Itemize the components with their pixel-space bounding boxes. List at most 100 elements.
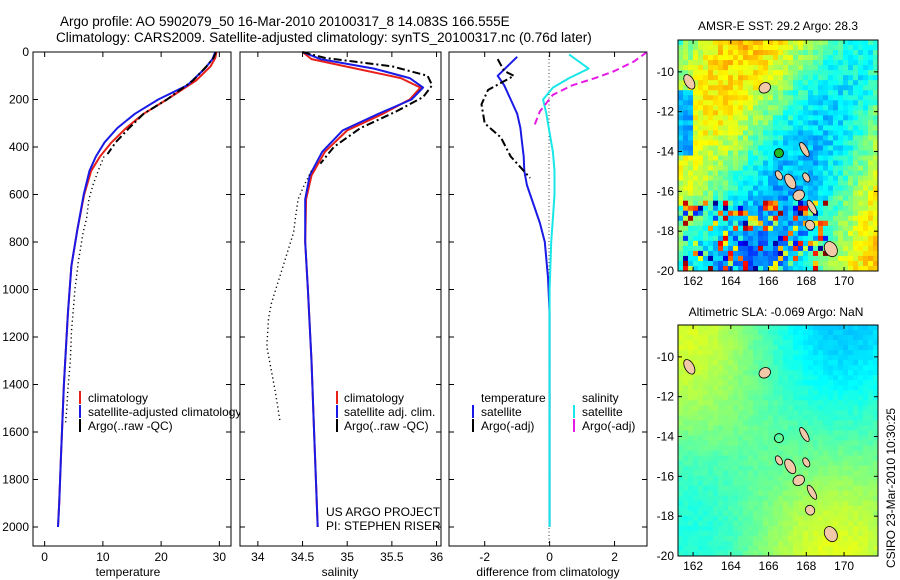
island-outline: [784, 458, 797, 475]
lat-tick-label: -16: [657, 469, 675, 483]
legend-temp-satellite: satellite: [481, 405, 522, 419]
lon-tick-label: 166: [759, 274, 779, 288]
legend-climatology: climatology: [88, 391, 148, 405]
lat-tick-label: -20: [657, 549, 675, 563]
temperature-series-1: [57, 51, 217, 528]
island-outline: [784, 173, 797, 190]
lat-tick-label: -18: [657, 224, 675, 238]
island-outline: [799, 427, 810, 443]
island-outline: [805, 504, 816, 516]
depth-tick-label: 1200: [2, 330, 29, 344]
x-tick-label: -2: [479, 550, 490, 564]
depth-tick-label: 600: [9, 188, 29, 202]
x-tick-label: 20: [154, 550, 168, 564]
lat-tick-label: -10: [657, 65, 675, 79]
island-outline: [792, 474, 805, 486]
island-outline: [792, 189, 805, 201]
depth-tick-label: 1800: [2, 473, 29, 487]
temperature-axis-label: temperature: [96, 565, 161, 579]
depth-tick-label: 1400: [2, 378, 29, 392]
x-tick-label: 0: [546, 550, 553, 564]
sst-map: AMSR-E SST: 29.2 Argo: 28.3 162 164 166 168…: [657, 19, 879, 288]
x-tick-label: 10: [96, 550, 110, 564]
legend-satellite-adj: satellite adj. clim.: [344, 405, 435, 419]
lat-tick-label: -14: [657, 430, 675, 444]
difference-axis-label: difference from climatology: [476, 565, 619, 579]
island-outline: [758, 82, 771, 94]
x-tick-label: 30: [213, 550, 227, 564]
legend-sal-satellite: satellite: [582, 405, 623, 419]
difference-series-2: [542, 53, 590, 527]
x-tick-label: 34.5: [291, 550, 315, 564]
temperature-panel: 0 10 20 30 0 200 400 600 800 1000 1200 1400 1600 1800…: [2, 45, 241, 579]
island-outline: [799, 142, 810, 158]
depth-tick-label: 2000: [2, 520, 29, 534]
salinity-axis-label: salinity: [322, 565, 359, 579]
lat-tick-label: -14: [657, 145, 675, 159]
project-note-line-2: PI: STEPHEN RISER: [326, 519, 441, 533]
island-outline: [774, 455, 783, 466]
island-outline: [683, 359, 696, 375]
lon-tick-label: 168: [796, 559, 816, 573]
island-outline: [758, 367, 771, 379]
side-credit: CSIRO 23-Mar-2010 10:30:25: [884, 408, 898, 568]
legend-group-temperature: temperature: [481, 391, 546, 405]
island-outline: [806, 199, 818, 215]
island-outline: [805, 219, 816, 231]
island-outline: [823, 526, 838, 543]
depth-tick-label: 200: [9, 93, 29, 107]
island-outline: [802, 172, 811, 183]
sla-map: Altimetric SLA: -0.069 Argo: NaN 162 164 1…: [657, 305, 879, 573]
lon-tick-label: 166: [759, 559, 779, 573]
island-outline: [774, 170, 783, 181]
difference-panel: -2 0 2 difference from climatology tempera…: [448, 51, 648, 579]
depth-tick-label: 1600: [2, 425, 29, 439]
salinity-series-3: [266, 170, 313, 423]
island-outline: [802, 457, 811, 468]
lon-tick-label: 170: [834, 559, 854, 573]
salinity-series-2: [302, 51, 434, 165]
depth-tick-label: 0: [22, 45, 29, 59]
x-tick-label: 2: [611, 550, 618, 564]
lat-tick-label: -16: [657, 184, 675, 198]
island-outline: [823, 241, 838, 258]
salinity-panel: 34 34.5 35 35.5 36 salinity climatology sate…: [239, 51, 444, 579]
salinity-series-1: [302, 51, 425, 528]
temperature-legend: climatology satellite-adjusted climatolo…: [79, 391, 241, 433]
title-line-2: Climatology: CARS2009. Satellite-adjuste…: [56, 30, 592, 45]
island-outline: [683, 74, 696, 90]
project-note-line-1: US ARGO PROJECT: [326, 505, 441, 519]
x-tick-label: 35.5: [380, 550, 404, 564]
lon-tick-label: 170: [834, 274, 854, 288]
lat-tick-label: -10: [657, 350, 675, 364]
x-tick-label: 36: [430, 550, 444, 564]
lon-tick-label: 164: [721, 559, 741, 573]
depth-tick-label: 1000: [2, 283, 29, 297]
legend-argo: Argo(..raw -QC): [344, 419, 429, 433]
lon-tick-label: 162: [683, 559, 703, 573]
argo-float-marker: [773, 148, 784, 159]
lat-tick-label: -12: [657, 105, 675, 119]
difference-legend: temperature satellite Argo(-adj) salinit…: [472, 391, 635, 433]
salinity-legend: climatology satellite adj. clim. Argo(..…: [336, 391, 435, 433]
sla-map-title: Altimetric SLA: -0.069 Argo: NaN: [689, 305, 864, 319]
x-tick-label: 35: [341, 550, 355, 564]
sst-map-title: AMSR-E SST: 29.2 Argo: 28.3: [698, 19, 858, 33]
island-outline: [806, 484, 818, 500]
lat-tick-label: -20: [657, 264, 675, 278]
argo-float-marker: [773, 433, 784, 444]
depth-tick-label: 400: [9, 140, 29, 154]
lat-tick-label: -12: [657, 390, 675, 404]
lon-tick-label: 168: [796, 274, 816, 288]
lat-tick-label: -18: [657, 509, 675, 523]
legend-group-salinity: salinity: [582, 391, 619, 405]
x-tick-label: 34: [251, 550, 265, 564]
lon-tick-label: 164: [721, 274, 741, 288]
difference-series-1: [480, 58, 531, 179]
legend-sal-argo: Argo(-adj): [582, 419, 635, 433]
legend-argo: Argo(..raw -QC): [88, 419, 173, 433]
x-tick-label: 0: [41, 550, 48, 564]
lon-tick-label: 162: [683, 274, 703, 288]
legend-satellite-adjusted: satellite-adjusted climatology: [88, 405, 241, 419]
